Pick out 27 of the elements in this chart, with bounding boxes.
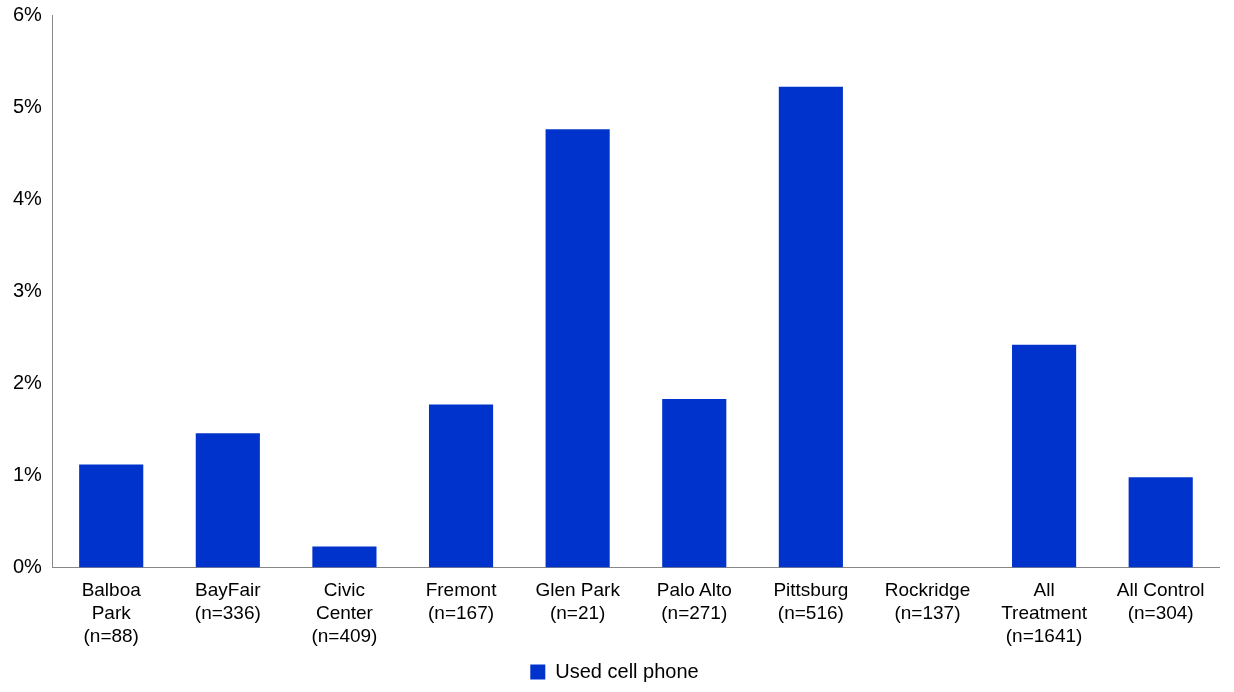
x-tick-label: Glen Park (n=21) bbox=[535, 579, 621, 624]
x-tick-label: All Treatment (n=1641) bbox=[1001, 579, 1088, 646]
y-tick-label: 2% bbox=[13, 370, 43, 393]
x-tick-label: Fremont (n=167) bbox=[425, 579, 498, 624]
x-tick-label: Pittsburg (n=516) bbox=[773, 579, 849, 624]
y-tick-label: 4% bbox=[13, 186, 43, 209]
y-tick-label: 5% bbox=[13, 94, 43, 117]
y-tick-label: 6% bbox=[13, 2, 43, 25]
bar bbox=[1012, 344, 1077, 568]
x-tick-label: Palo Alto (n=271) bbox=[656, 579, 732, 624]
y-tick-label: 1% bbox=[13, 463, 43, 486]
bar bbox=[778, 86, 843, 568]
legend-label: Used cell phone bbox=[555, 659, 699, 682]
bar bbox=[662, 399, 727, 568]
bar bbox=[195, 433, 260, 568]
bar bbox=[312, 546, 377, 568]
x-tick-label: Civic Center (n=409) bbox=[311, 579, 378, 646]
x-tick-label: All Control (n=304) bbox=[1116, 579, 1205, 624]
x-tick-label: BayFair (n=336) bbox=[194, 579, 262, 624]
bar bbox=[545, 129, 610, 568]
y-tick-label: 3% bbox=[13, 278, 43, 301]
y-tick-label: 0% bbox=[13, 555, 43, 578]
bar bbox=[1128, 477, 1193, 568]
x-tick-label: Balboa Park (n=88) bbox=[81, 579, 142, 646]
bar bbox=[428, 404, 494, 568]
x-tick-label: Rockridge (n=137) bbox=[884, 579, 971, 624]
bar bbox=[79, 464, 144, 568]
